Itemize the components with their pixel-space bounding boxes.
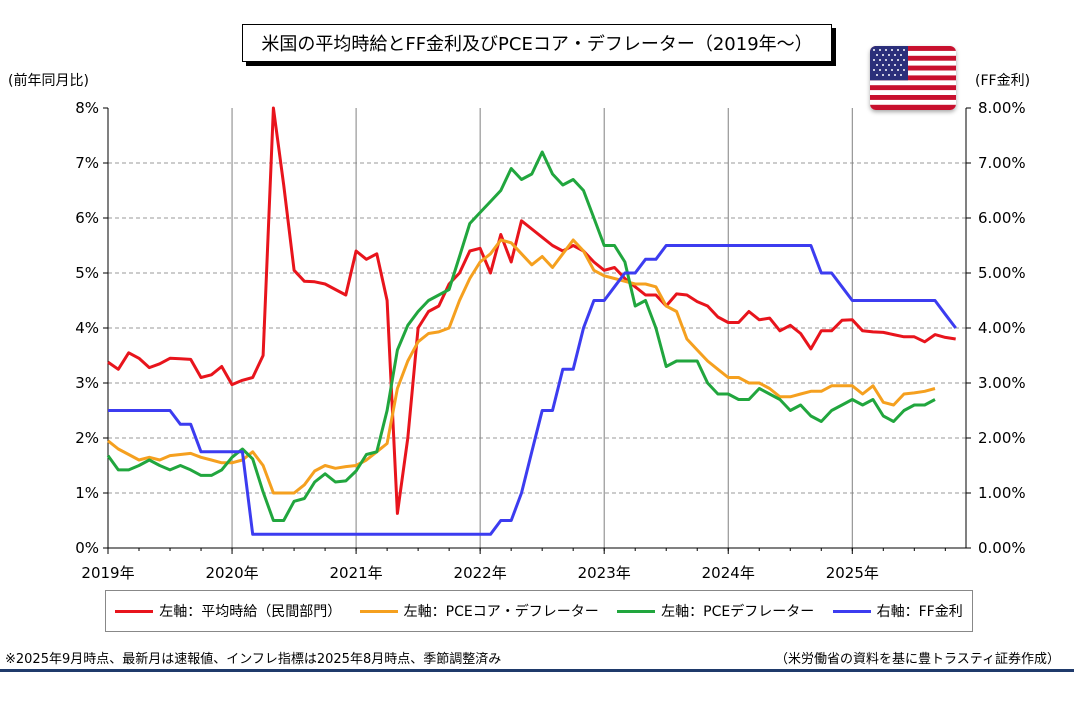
legend-item-core-pce-line: 左軸：PCEコア・デフレーター <box>359 601 599 621</box>
right-tick-label: 0.00% <box>978 539 1026 557</box>
x-tick-label: 2023年 <box>578 564 631 582</box>
legend-label: 右軸：FF金利 <box>876 604 963 620</box>
right-tick-label: 3.00% <box>978 374 1026 392</box>
legend-item-ff-rate-line: 右軸：FF金利 <box>832 601 963 621</box>
left-tick-label: 6% <box>75 209 99 227</box>
legend: 左軸：平均時給（民間部門） 左軸：PCEコア・デフレーター 左軸：PCEデフレーター… <box>105 590 973 632</box>
left-tick-label: 8% <box>75 99 99 117</box>
right-tick-label: 7.00% <box>978 154 1026 172</box>
left-tick-label: 7% <box>75 154 99 172</box>
left-tick-label: 2% <box>75 429 99 447</box>
x-tick-label: 2020年 <box>205 564 258 582</box>
ff-rate-line <box>108 244 957 536</box>
left-tick-label: 1% <box>75 484 99 502</box>
left-tick-label: 4% <box>75 319 99 337</box>
core-pce-line <box>107 238 936 495</box>
us-flag-graphic <box>870 46 956 110</box>
x-tick-label: 2021年 <box>330 564 383 582</box>
legend-item-wages-line: 左軸：平均時給（民間部門） <box>115 601 341 621</box>
series-lines <box>106 106 957 536</box>
left-tick-label: 5% <box>75 264 99 282</box>
bottom-rule <box>0 669 1074 672</box>
pce-line <box>106 150 936 522</box>
legend-swatch <box>617 609 656 613</box>
right-axis-unit: (FF金利) <box>975 73 1031 89</box>
axes <box>103 107 971 554</box>
right-tick-label: 4.00% <box>978 319 1026 337</box>
right-tick-label: 5.00% <box>978 264 1026 282</box>
us-flag-icon <box>870 46 956 110</box>
x-tick-label: 2022年 <box>454 564 507 582</box>
legend-swatch <box>359 609 398 613</box>
left-tick-label: 0% <box>75 539 99 557</box>
legend-swatch <box>115 609 154 613</box>
legend-label: 左軸：平均時給（民間部門） <box>159 604 342 620</box>
right-tick-label: 8.00% <box>978 99 1026 117</box>
chart-title: 米国の平均時給とFF金利及びPCEコア・デフレーター（2019年～） <box>242 24 832 62</box>
line-chart: 0% 0.00% 1% 1.00% 2% 2.00% 3% 3.00% 4% 4.00% 5% 5.0… <box>75 99 1025 582</box>
right-tick-label: 2.00% <box>978 429 1026 447</box>
legend-label: 左軸：PCEデフレーター <box>661 604 815 620</box>
wages-line <box>107 106 956 515</box>
right-tick-label: 6.00% <box>978 209 1026 227</box>
tick-labels: 0% 0.00% 1% 1.00% 2% 2.00% 3% 3.00% 4% 4.00% 5% 5.0… <box>75 99 1025 582</box>
legend-label: 左軸：PCEコア・デフレーター <box>403 604 599 620</box>
source-note: （米労働省の資料を基に豊トラスティ証券作成） <box>775 652 1060 667</box>
chart-title-text: 米国の平均時給とFF金利及びPCEコア・デフレーター（2019年～） <box>261 34 813 55</box>
x-tick-label: 2025年 <box>826 564 879 582</box>
grid-lines <box>108 108 966 548</box>
x-tick-label: 2024年 <box>702 564 755 582</box>
footnote: ※2025年9月時点、最新月は速報値、インフレ指標は2025年8月時点、季節調整… <box>5 652 502 667</box>
x-tick-label: 2019年 <box>81 564 134 582</box>
left-axis-unit: (前年同月比) <box>8 73 89 89</box>
legend-swatch <box>832 609 871 613</box>
legend-item-pce-line: 左軸：PCEデフレーター <box>617 601 814 621</box>
right-tick-label: 1.00% <box>978 484 1026 502</box>
left-tick-label: 3% <box>75 374 99 392</box>
